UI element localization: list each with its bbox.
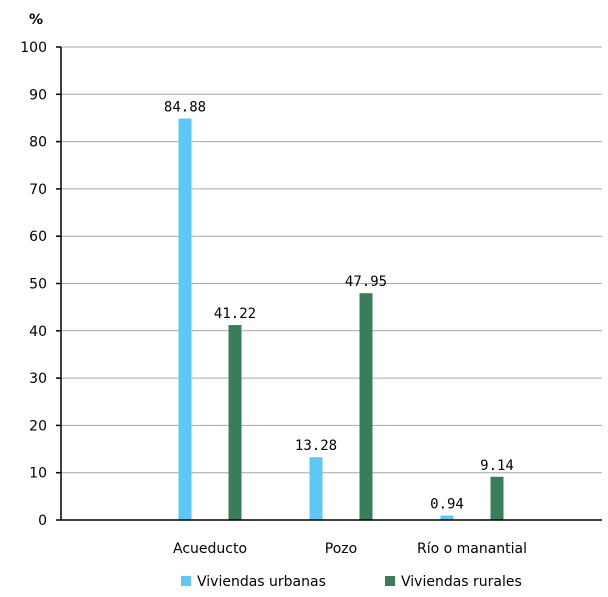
- y-tick-label: 70: [29, 182, 47, 198]
- y-tick-label: 20: [29, 418, 47, 434]
- data-label: 41.22: [214, 306, 256, 322]
- bar: [440, 515, 454, 520]
- data-label: 84.88: [164, 100, 206, 116]
- data-label: 47.95: [345, 274, 387, 290]
- legend: Viviendas urbanas Viviendas rurales: [181, 574, 522, 590]
- legend-label: Viviendas urbanas: [197, 574, 326, 590]
- y-tick-label: 80: [29, 135, 47, 151]
- legend-swatch: [385, 576, 395, 586]
- axes: [60, 47, 602, 521]
- x-tick-label: Acueducto: [173, 541, 247, 557]
- y-tick-label: 100: [20, 40, 47, 56]
- y-tick-label: 10: [29, 466, 47, 482]
- gridlines: [61, 46, 602, 474]
- bar: [228, 325, 242, 520]
- y-tick-label: 30: [29, 371, 47, 387]
- y-tick-label: 0: [38, 513, 47, 529]
- bar: [359, 293, 373, 520]
- y-axis-ticks: 0 10 20 30 40 50 60 70 80 90 100: [20, 40, 61, 529]
- x-axis-ticks: Acueducto Pozo Río o manantial: [173, 541, 527, 557]
- legend-swatch: [181, 576, 191, 586]
- x-tick-label: Río o manantial: [417, 541, 527, 557]
- bar: [178, 118, 192, 520]
- legend-label: Viviendas rurales: [401, 574, 522, 590]
- data-label: 9.14: [480, 458, 514, 474]
- data-labels: 84.88 41.22 13.28 47.95 0.94 9.14: [164, 100, 514, 513]
- bars: [178, 118, 504, 520]
- x-tick-label: Pozo: [325, 541, 357, 557]
- y-tick-label: 90: [29, 87, 47, 103]
- bar: [490, 476, 504, 520]
- data-label: 0.94: [430, 497, 464, 513]
- data-label: 13.28: [295, 438, 337, 454]
- y-tick-label: 40: [29, 324, 47, 340]
- y-axis-label: %: [29, 12, 43, 28]
- bar: [309, 457, 323, 520]
- y-tick-label: 60: [29, 229, 47, 245]
- y-tick-label: 50: [29, 277, 47, 293]
